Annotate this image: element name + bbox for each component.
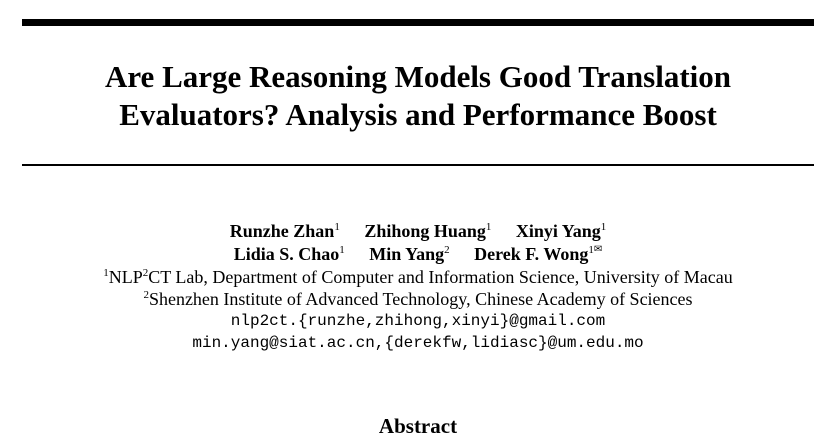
top-rule <box>22 19 814 26</box>
affiliation-2: 2Shenzhen Institute of Advanced Technolo… <box>143 289 693 309</box>
paper-title: Are Large Reasoning Models Good Translat… <box>22 58 814 134</box>
author-name: Zhihong Huang1 <box>364 221 492 241</box>
author-block: Runzhe Zhan1 Zhihong Huang1 Xinyi Yang1 … <box>22 220 814 354</box>
author-line-1: Runzhe Zhan1 Zhihong Huang1 Xinyi Yang1 <box>22 220 814 243</box>
title-line-1: Are Large Reasoning Models Good Translat… <box>104 59 732 94</box>
author-name: Runzhe Zhan1 <box>229 221 340 241</box>
author-name: Lidia S. Chao1 <box>233 244 345 264</box>
abstract-heading: Abstract <box>378 414 458 438</box>
email-line-2[interactable]: min.yang@siat.ac.cn,{derekfw,lidiasc}@um… <box>192 334 644 352</box>
title-bottom-rule <box>22 164 814 166</box>
author-name: Xinyi Yang1 <box>515 221 607 241</box>
title-line-2: Evaluators? Analysis and Performance Boo… <box>119 97 717 132</box>
author-line-2: Lidia S. Chao1 Min Yang2 Derek F. Wong1✉ <box>22 243 814 266</box>
author-name: Derek F. Wong1✉ <box>474 244 603 264</box>
affiliation-1: 1NLP2CT Lab, Department of Computer and … <box>103 267 733 287</box>
envelope-icon: ✉ <box>593 244 603 255</box>
author-name: Min Yang2 <box>369 244 450 264</box>
email-line-1[interactable]: nlp2ct.{runzhe,zhihong,xinyi}@gmail.com <box>230 312 606 330</box>
